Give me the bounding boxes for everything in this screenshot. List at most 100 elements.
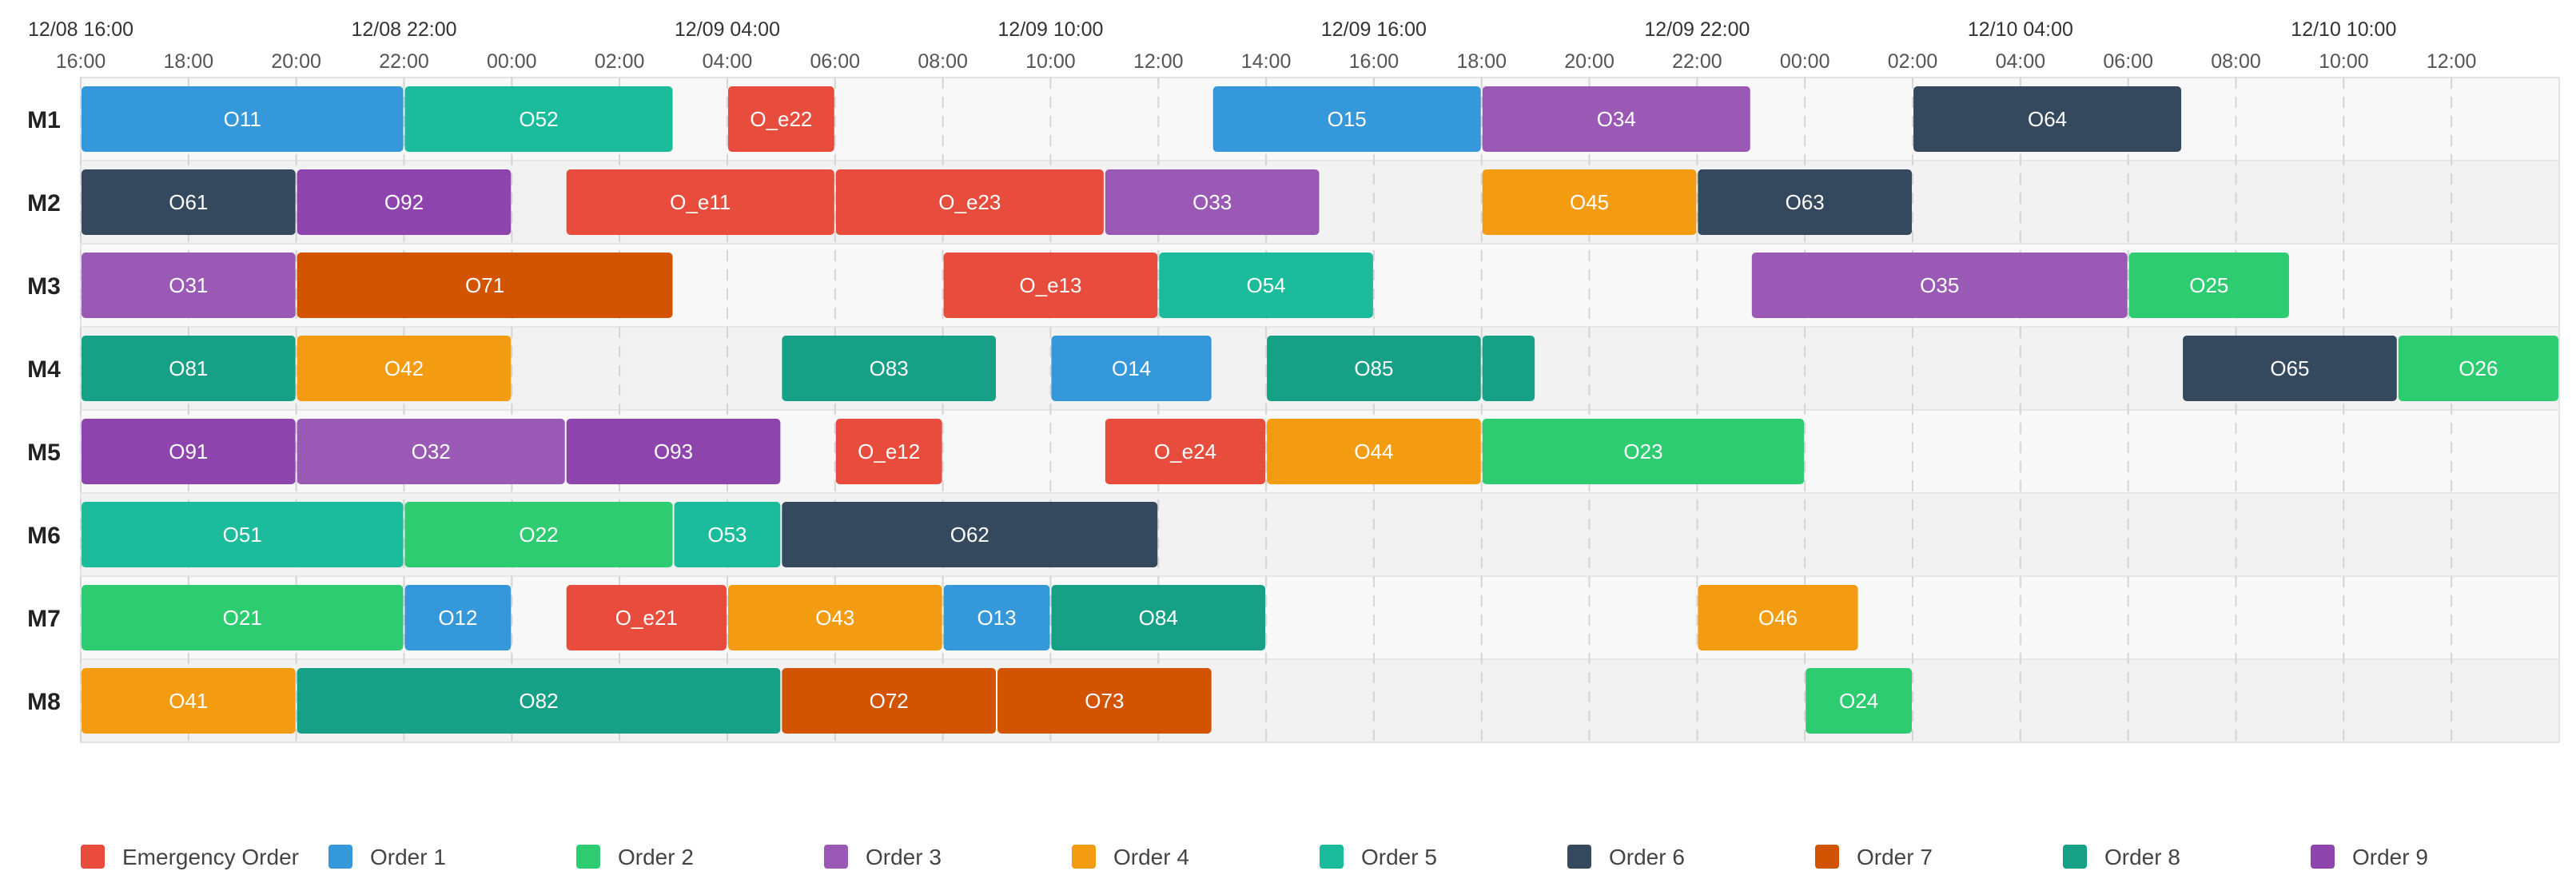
task-bar[interactable]: O42 (297, 336, 512, 401)
task-bar-rect[interactable] (1267, 336, 1481, 401)
legend-item[interactable]: Order 2 (576, 845, 694, 869)
legend-item[interactable]: Order 5 (1320, 845, 1437, 869)
task-bar-rect[interactable] (2398, 336, 2558, 401)
task-bar-rect[interactable] (782, 668, 997, 734)
task-bar[interactable]: O43 (727, 585, 942, 650)
task-bar[interactable]: O51 (82, 502, 404, 567)
legend-item[interactable]: Order 7 (1815, 845, 1933, 869)
task-bar-rect[interactable] (997, 668, 1212, 734)
task-bar[interactable]: O63 (1698, 169, 1913, 235)
task-bar[interactable]: O12 (404, 585, 512, 650)
task-bar-rect[interactable] (566, 585, 727, 650)
task-bar-rect[interactable] (1698, 585, 1858, 650)
task-bar-rect[interactable] (82, 86, 404, 152)
task-bar-rect[interactable] (82, 419, 296, 484)
task-bar[interactable]: O53 (674, 502, 781, 567)
task-bar[interactable]: O46 (1698, 585, 1858, 650)
task-bar-rect[interactable] (782, 336, 997, 401)
task-bar[interactable]: O26 (2398, 336, 2558, 401)
legend-item[interactable]: Order 3 (824, 845, 942, 869)
task-bar[interactable]: O81 (82, 336, 296, 401)
task-bar[interactable]: O25 (2128, 253, 2289, 318)
legend-item[interactable]: Order 4 (1072, 845, 1189, 869)
task-bar[interactable]: O_e13 (943, 253, 1158, 318)
task-bar-rect[interactable] (297, 253, 673, 318)
legend-item[interactable]: Order 1 (328, 845, 446, 869)
task-bar-rect[interactable] (404, 502, 673, 567)
task-bar[interactable]: O_e22 (727, 86, 834, 152)
task-bar-rect[interactable] (82, 336, 296, 401)
legend-item[interactable]: Order 6 (1567, 845, 1685, 869)
task-bar-rect[interactable] (404, 86, 673, 152)
task-bar[interactable]: O_e12 (835, 419, 942, 484)
task-bar-rect[interactable] (674, 502, 781, 567)
task-bar[interactable]: O65 (2183, 336, 2397, 401)
task-bar[interactable]: O84 (1051, 585, 1266, 650)
task-bar-rect[interactable] (1267, 419, 1481, 484)
task-bar[interactable]: O15 (1212, 86, 1481, 152)
task-bar[interactable]: O72 (782, 668, 997, 734)
task-bar[interactable]: O21 (82, 585, 404, 650)
task-bar-rect[interactable] (1751, 253, 2128, 318)
task-bar-rect[interactable] (1051, 336, 1212, 401)
task-bar[interactable]: O54 (1159, 253, 1373, 318)
task-bar-rect[interactable] (1482, 169, 1697, 235)
task-bar-rect[interactable] (1482, 336, 1535, 401)
task-bar-rect[interactable] (566, 169, 834, 235)
task-bar[interactable]: O_e21 (566, 585, 727, 650)
task-bar-rect[interactable] (82, 668, 296, 734)
task-bar-rect[interactable] (82, 502, 404, 567)
task-bar-rect[interactable] (297, 169, 512, 235)
task-bar[interactable]: O22 (404, 502, 673, 567)
task-bar[interactable]: O93 (566, 419, 781, 484)
task-bar[interactable]: O44 (1267, 419, 1481, 484)
task-bar[interactable]: O85 (1267, 336, 1481, 401)
task-bar[interactable]: O83 (782, 336, 997, 401)
task-bar[interactable]: O61 (82, 169, 296, 235)
task-bar[interactable]: O64 (1913, 86, 2182, 152)
task-bar-rect[interactable] (1698, 169, 1913, 235)
task-bar-rect[interactable] (835, 419, 942, 484)
task-bar-rect[interactable] (1913, 86, 2182, 152)
task-bar-rect[interactable] (727, 86, 834, 152)
task-bar[interactable]: O92 (297, 169, 512, 235)
task-bar-rect[interactable] (1051, 585, 1266, 650)
task-bar-rect[interactable] (297, 336, 512, 401)
task-bar[interactable]: O14 (1051, 336, 1212, 401)
task-bar[interactable]: O33 (1105, 169, 1320, 235)
task-bar-rect[interactable] (82, 253, 296, 318)
task-bar-rect[interactable] (404, 585, 512, 650)
task-bar[interactable]: O41 (82, 668, 296, 734)
task-bar-rect[interactable] (2128, 253, 2289, 318)
task-bar-rect[interactable] (1159, 253, 1373, 318)
task-bar[interactable]: O82 (297, 668, 781, 734)
task-bar-rect[interactable] (1212, 86, 1481, 152)
task-bar-rect[interactable] (297, 419, 565, 484)
task-bar[interactable]: O24 (1806, 668, 1913, 734)
task-bar-rect[interactable] (943, 253, 1158, 318)
task-bar[interactable]: O71 (297, 253, 673, 318)
task-bar-rect[interactable] (1105, 169, 1320, 235)
task-bar-rect[interactable] (727, 585, 942, 650)
task-bar-rect[interactable] (82, 585, 404, 650)
task-bar-rect[interactable] (1482, 86, 1750, 152)
task-bar-rect[interactable] (297, 668, 781, 734)
task-bar-rect[interactable] (943, 585, 1050, 650)
task-bar[interactable]: O91 (82, 419, 296, 484)
task-bar-rect[interactable] (835, 169, 1104, 235)
task-bar[interactable]: O62 (782, 502, 1158, 567)
task-bar[interactable]: O_e11 (566, 169, 834, 235)
task-bar-rect[interactable] (566, 419, 781, 484)
task-bar-rect[interactable] (82, 169, 296, 235)
task-bar[interactable] (1482, 336, 1535, 401)
task-bar-rect[interactable] (2183, 336, 2397, 401)
task-bar[interactable]: O31 (82, 253, 296, 318)
task-bar[interactable]: O13 (943, 585, 1050, 650)
legend-item[interactable]: Order 8 (2063, 845, 2180, 869)
task-bar-rect[interactable] (1806, 668, 1913, 734)
task-bar[interactable]: O35 (1751, 253, 2128, 318)
task-bar[interactable]: O23 (1482, 419, 1805, 484)
task-bar[interactable]: O32 (297, 419, 565, 484)
task-bar[interactable]: O45 (1482, 169, 1697, 235)
task-bar[interactable]: O_e24 (1105, 419, 1266, 484)
